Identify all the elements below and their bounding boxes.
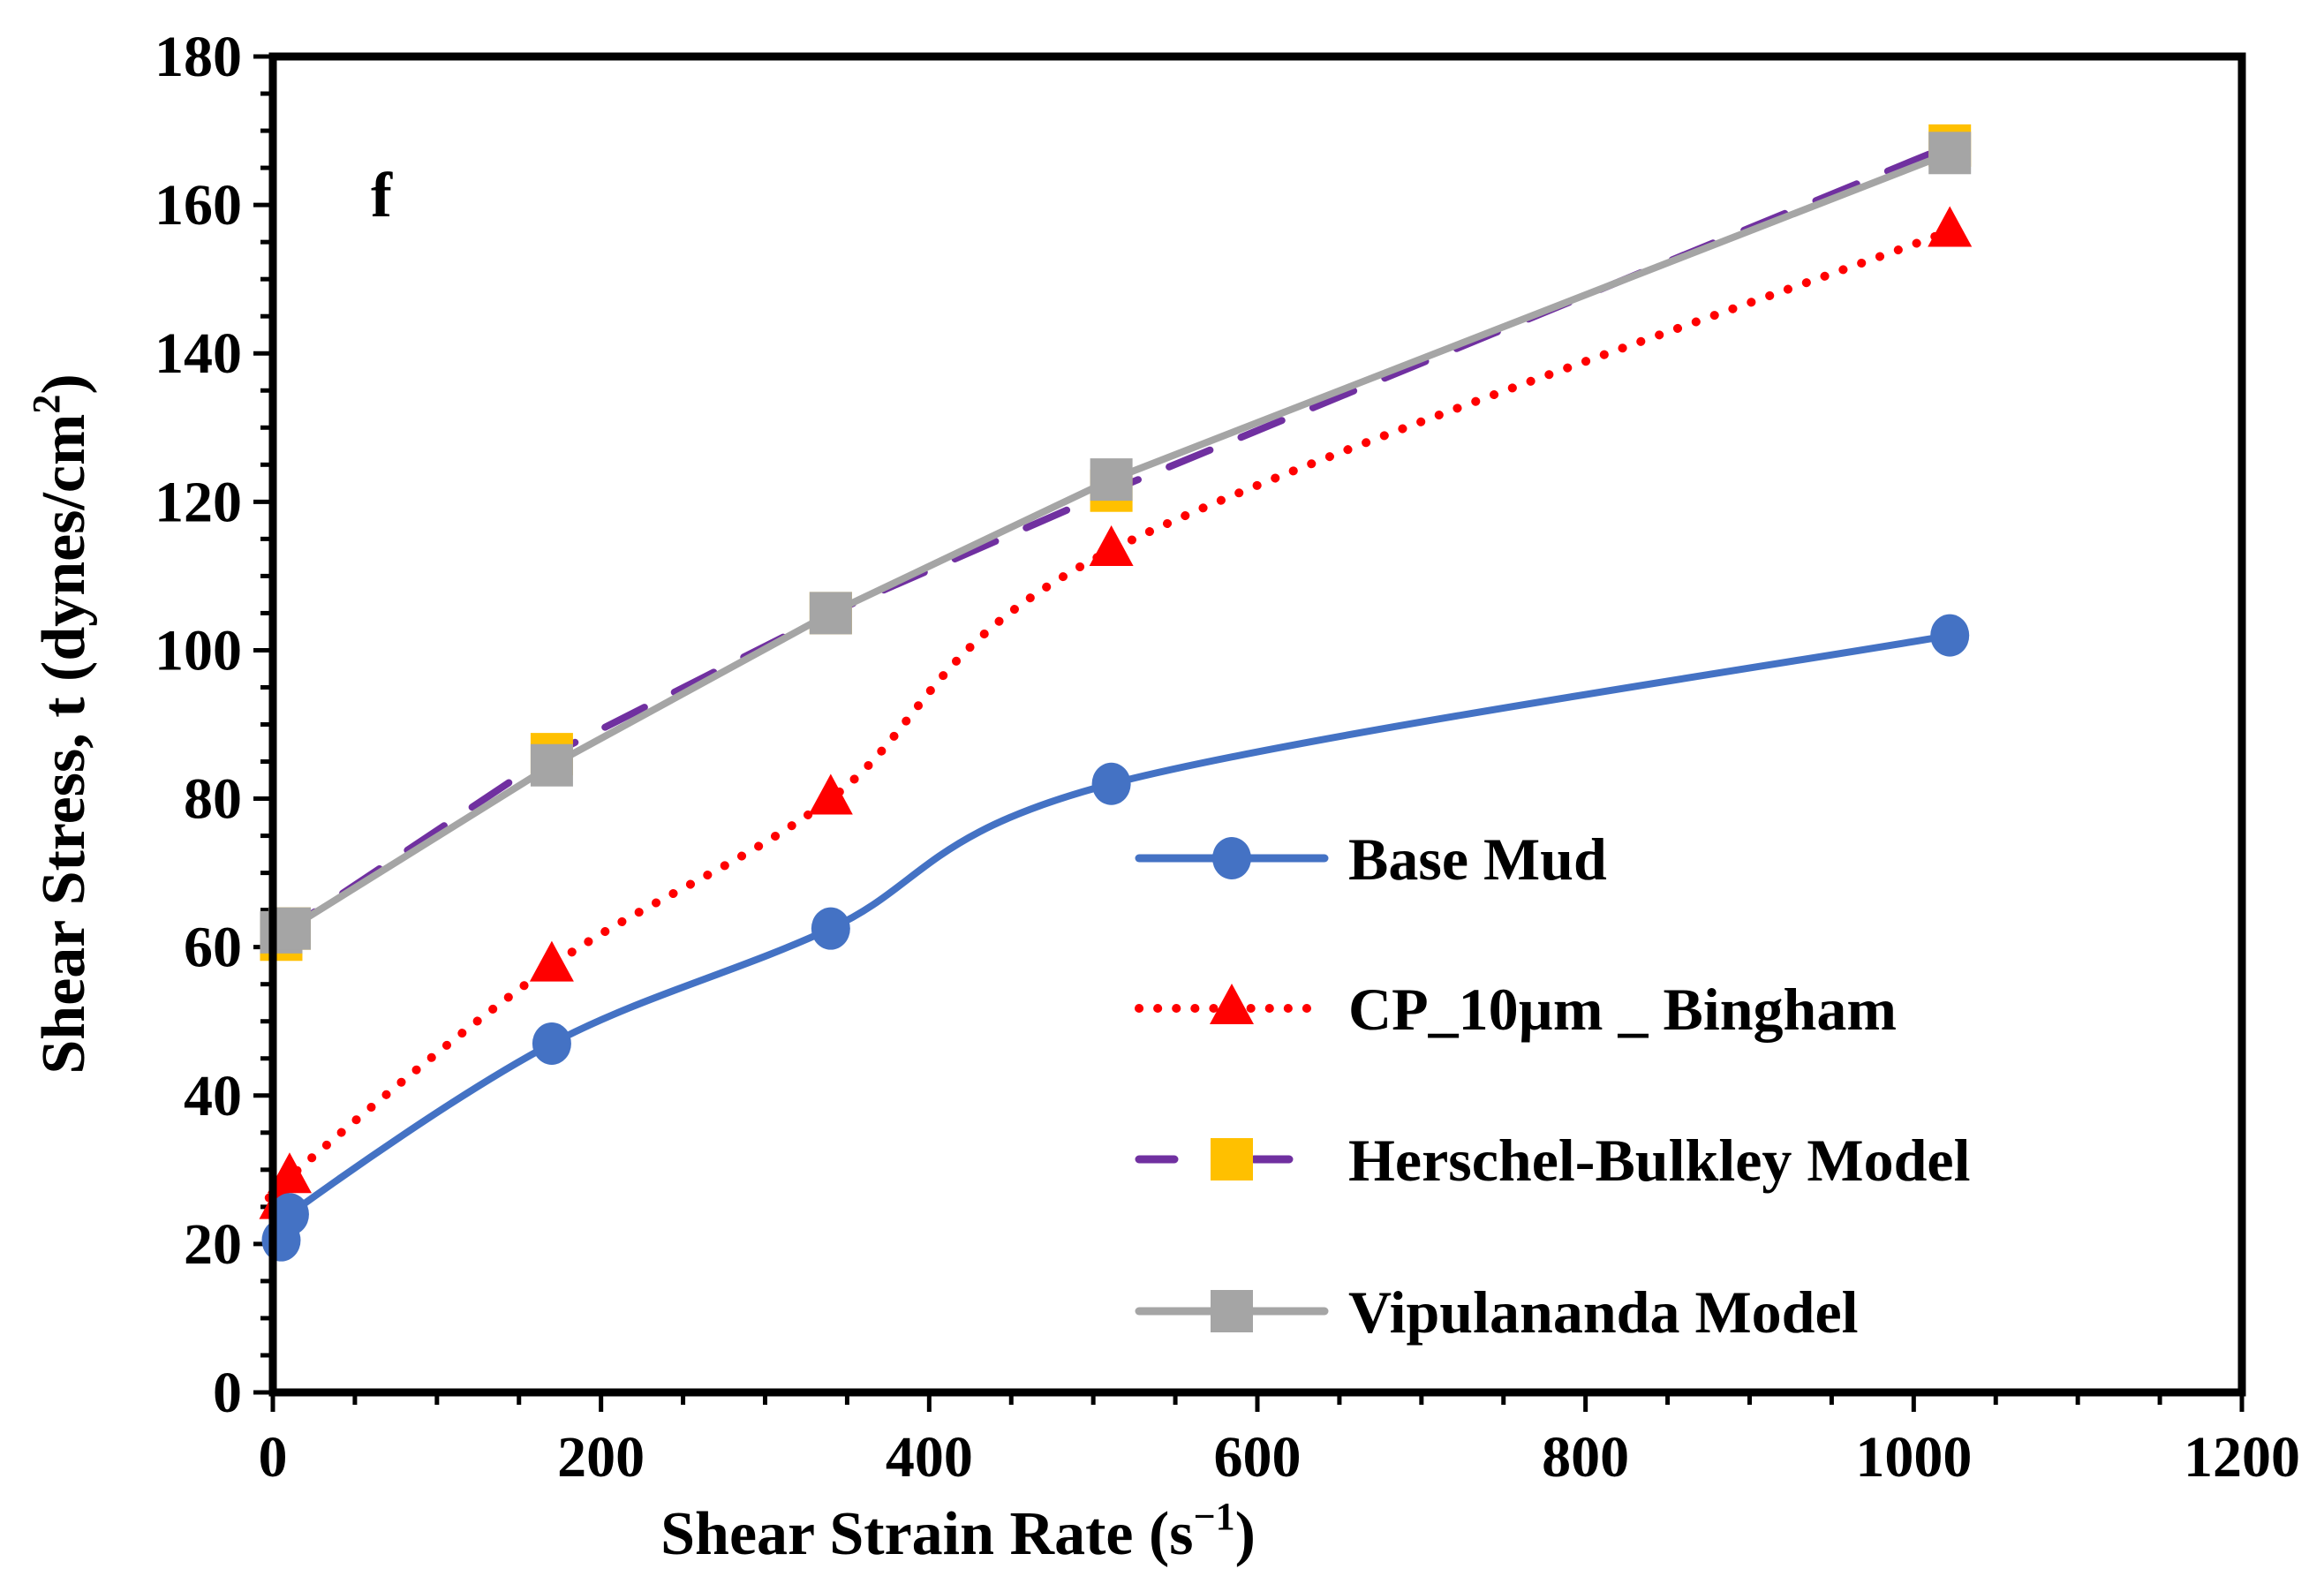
- y-tick-label: 160: [155, 173, 242, 238]
- y-axis-title: Shear Stress, t (dynes/cm2): [25, 373, 98, 1074]
- plot-frame: [268, 52, 2246, 1397]
- legend-label: CP_10µm _ Bingham: [1348, 976, 1897, 1043]
- y-tick-label: 20: [184, 1212, 242, 1277]
- legend-marker-square: [1211, 1290, 1253, 1332]
- data-point-square: [1928, 132, 1972, 175]
- data-point-triangle: [267, 1152, 312, 1194]
- data-point-square: [1090, 458, 1133, 502]
- tick-labels: 0 20 40 60 80 100 120 140 160 180 0 200 400 600 800 100…: [155, 25, 2300, 1490]
- series-group: [259, 124, 1973, 1262]
- legend-item: Vipulananda Model: [1135, 1279, 1859, 1346]
- data-point-circle: [532, 1022, 571, 1065]
- legend-label: Vipulananda Model: [1348, 1279, 1859, 1346]
- legend-marker-triangle: [1210, 984, 1254, 1024]
- legend-label: Base Mud: [1348, 826, 1607, 893]
- x-tick-label: 800: [1542, 1425, 1629, 1490]
- data-point-circle: [1930, 614, 1970, 657]
- x-tick-label: 1200: [2184, 1425, 2300, 1490]
- data-point-triangle: [529, 940, 574, 982]
- data-point-triangle: [1089, 524, 1134, 566]
- y-tick-label: 40: [184, 1064, 242, 1128]
- y-tick-label: 60: [184, 916, 242, 980]
- data-point-circle: [1091, 762, 1131, 805]
- y-tick-label: 180: [155, 25, 242, 89]
- y-tick-label: 120: [155, 470, 242, 534]
- x-tick-label: 0: [259, 1425, 288, 1490]
- series-1: [259, 206, 1973, 1219]
- panel-label: f: [371, 160, 393, 230]
- x-tick-label: 200: [557, 1425, 645, 1490]
- legend-item: Base Mud: [1135, 826, 1607, 893]
- data-point-square: [809, 592, 852, 635]
- data-point-triangle: [808, 773, 853, 815]
- y-tick-label: 140: [155, 321, 242, 386]
- y-tick-label: 0: [213, 1361, 242, 1425]
- legend-item: Herschel-Bulkley Model: [1135, 1127, 1970, 1194]
- y-tick-label: 100: [155, 618, 242, 683]
- series-line: [262, 226, 1955, 1209]
- x-tick-label: 1000: [1855, 1425, 1972, 1490]
- legend-marker-circle: [1212, 837, 1251, 879]
- data-point-triangle: [1928, 206, 1973, 247]
- legend: Base Mud CP_10µm _ Bingham Herschel-Bulkle…: [1135, 826, 1970, 1346]
- x-tick-label: 400: [886, 1425, 973, 1490]
- x-tick-label: 600: [1214, 1425, 1302, 1490]
- data-point-circle: [811, 907, 850, 950]
- legend-marker-square: [1211, 1138, 1253, 1180]
- x-axis-title: Shear Strain Rate (s−1): [660, 1495, 1256, 1568]
- data-point-circle: [269, 1193, 309, 1236]
- legend-item: CP_10µm _ Bingham: [1135, 976, 1897, 1043]
- data-point-square: [530, 743, 573, 787]
- series-3: [260, 132, 1972, 954]
- legend-label: Herschel-Bulkley Model: [1348, 1127, 1970, 1194]
- y-tick-label: 80: [184, 767, 242, 832]
